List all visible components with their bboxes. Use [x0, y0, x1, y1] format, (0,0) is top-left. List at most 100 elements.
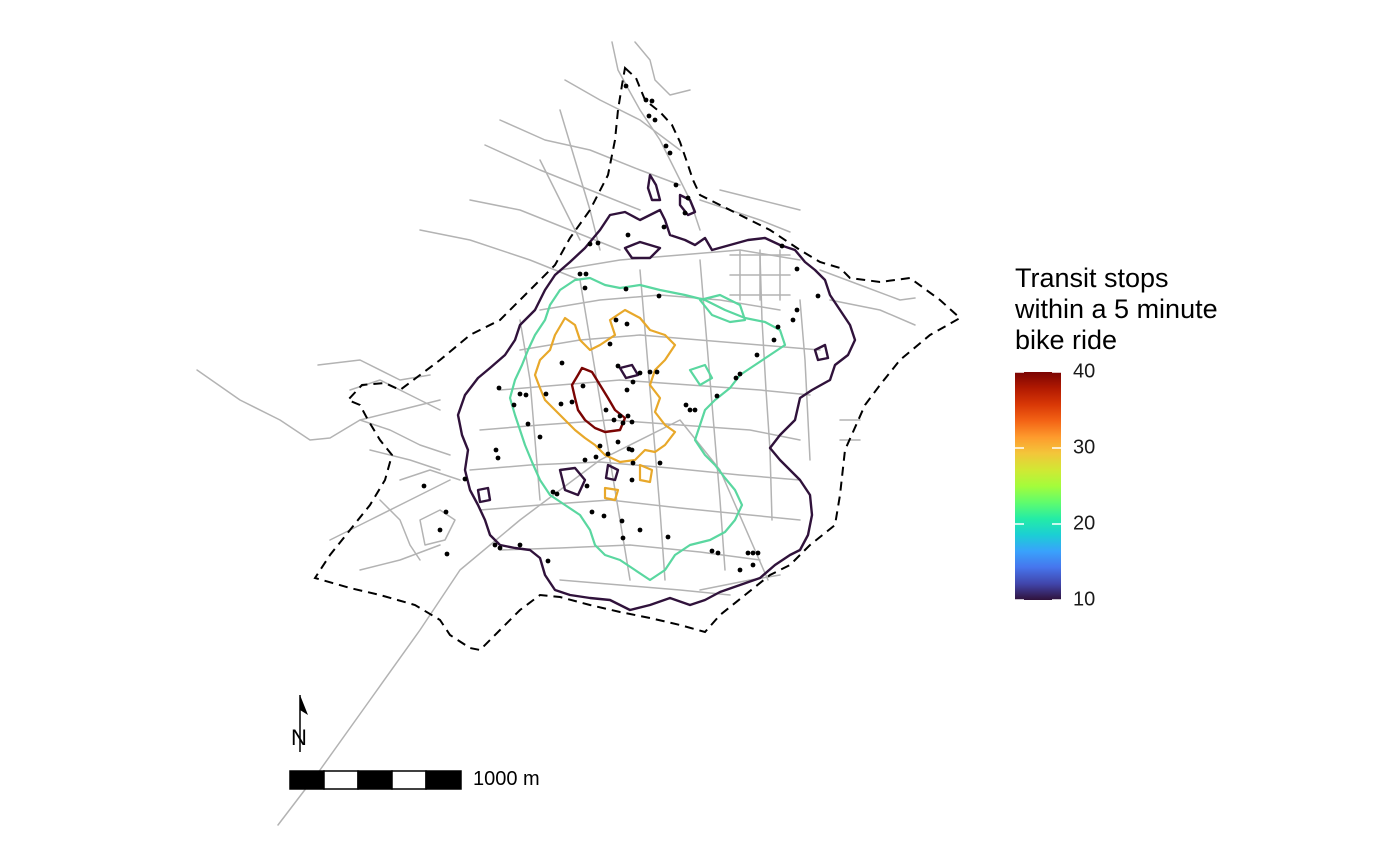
- transit-stop-point: [709, 548, 715, 554]
- transit-stop-point: [750, 562, 756, 568]
- scale-bar-label: 1000 m: [473, 768, 540, 790]
- transit-stop-point: [673, 182, 679, 188]
- north-arrow-label: N: [291, 725, 307, 750]
- transit-stop-point: [421, 483, 427, 489]
- transit-stop-point: [775, 324, 781, 330]
- legend-tick-10: 10: [1073, 588, 1096, 611]
- transit-stop-point: [577, 271, 583, 277]
- transit-stop-point: [597, 443, 603, 449]
- legend-title: Transit stops within a 5 minute bike rid…: [1015, 263, 1218, 355]
- transit-stop-point: [558, 401, 564, 407]
- transit-stop-point: [620, 535, 626, 541]
- transit-stop-point: [601, 513, 607, 519]
- transit-stop-point: [589, 509, 595, 515]
- transit-stop-point: [794, 266, 800, 272]
- transit-stop-point: [615, 439, 621, 445]
- transit-stop-point: [620, 420, 626, 426]
- transit-stop-point: [715, 550, 721, 556]
- transit-stop-point: [497, 545, 503, 551]
- transit-stop-point: [657, 460, 663, 466]
- transit-stops: [421, 83, 821, 573]
- transit-stop-point: [755, 550, 761, 556]
- transit-stop-point: [682, 210, 688, 216]
- transit-stop-point: [625, 232, 631, 238]
- transit-stop-point: [619, 518, 625, 524]
- transit-stop-point: [745, 550, 751, 556]
- transit-stop-point: [595, 240, 601, 246]
- transit-stop-point: [583, 271, 589, 277]
- transit-stop-point: [637, 527, 643, 533]
- transit-stop-point: [750, 550, 756, 556]
- transit-stop-point: [649, 98, 655, 104]
- transit-stop-point: [737, 371, 743, 377]
- transit-stop-point: [663, 143, 669, 149]
- transit-stop-point: [647, 369, 653, 375]
- transit-stop-point: [692, 407, 698, 413]
- study-area-boundary: [313, 66, 962, 652]
- legend-tick-40: 40: [1073, 360, 1096, 383]
- transit-stop-point: [630, 460, 636, 466]
- transit-stop-point: [615, 363, 621, 369]
- transit-stop-point: [517, 391, 523, 397]
- transit-stop-point: [492, 542, 498, 548]
- transit-stop-point: [523, 392, 529, 398]
- transit-stop-point: [714, 393, 720, 399]
- transit-stop-point: [613, 317, 619, 323]
- transit-stop-point: [629, 419, 635, 425]
- transit-stop-point: [603, 407, 609, 413]
- legend-colorbar: [1015, 372, 1061, 600]
- transit-stop-point: [582, 457, 588, 463]
- transit-stop-point: [517, 542, 523, 548]
- transit-stop-point: [545, 558, 551, 564]
- contour-level-10: [456, 173, 857, 612]
- transit-stop-point: [462, 476, 468, 482]
- transit-stop-point: [511, 402, 517, 408]
- transit-stop-point: [661, 224, 667, 230]
- transit-stop-point: [629, 477, 635, 483]
- legend-tick-30: 30: [1073, 436, 1096, 459]
- transit-stop-point: [643, 97, 649, 103]
- transit-stop-point: [495, 455, 501, 461]
- transit-stop-point: [624, 387, 630, 393]
- transit-stop-point: [771, 337, 777, 343]
- legend-tick-marks: [1015, 371, 1061, 601]
- north-arrow-icon: N: [291, 695, 308, 752]
- transit-stop-point: [667, 150, 673, 156]
- transit-stop-point: [652, 117, 658, 123]
- transit-stop-point: [611, 417, 617, 423]
- transit-stop-point: [665, 534, 671, 540]
- transit-stop-point: [443, 509, 449, 515]
- transit-stop-point: [794, 307, 800, 313]
- legend-tick-20: 20: [1073, 512, 1096, 535]
- transit-stop-point: [617, 413, 623, 419]
- transit-stop-point: [629, 447, 635, 453]
- transit-stop-point: [624, 321, 630, 327]
- transit-stop-point: [437, 527, 443, 533]
- transit-stop-point: [646, 113, 652, 119]
- transit-stop-point: [625, 413, 631, 419]
- transit-stop-point: [525, 421, 531, 427]
- transit-stop-point: [550, 489, 556, 495]
- transit-stop-point: [537, 434, 543, 440]
- scale-bar: [289, 770, 462, 790]
- transit-stop-point: [737, 567, 743, 573]
- transit-stop-point: [559, 360, 565, 366]
- transit-stop-point: [593, 454, 599, 460]
- transit-stop-point: [543, 391, 549, 397]
- transit-stop-point: [683, 402, 689, 408]
- transit-stop-point: [815, 293, 821, 299]
- transit-stop-point: [582, 285, 588, 291]
- transit-stop-point: [656, 293, 662, 299]
- transit-stop-point: [733, 375, 739, 381]
- transit-stop-point: [637, 370, 643, 376]
- transit-stop-point: [790, 317, 796, 323]
- transit-stop-point: [687, 407, 693, 413]
- transit-stop-point: [623, 83, 629, 89]
- transit-stop-point: [654, 369, 660, 375]
- transit-stop-point: [607, 341, 613, 347]
- transit-stop-point: [493, 447, 499, 453]
- contour-level-30: [533, 308, 677, 502]
- contour-level-20: [508, 276, 787, 582]
- transit-stop-point: [554, 491, 560, 497]
